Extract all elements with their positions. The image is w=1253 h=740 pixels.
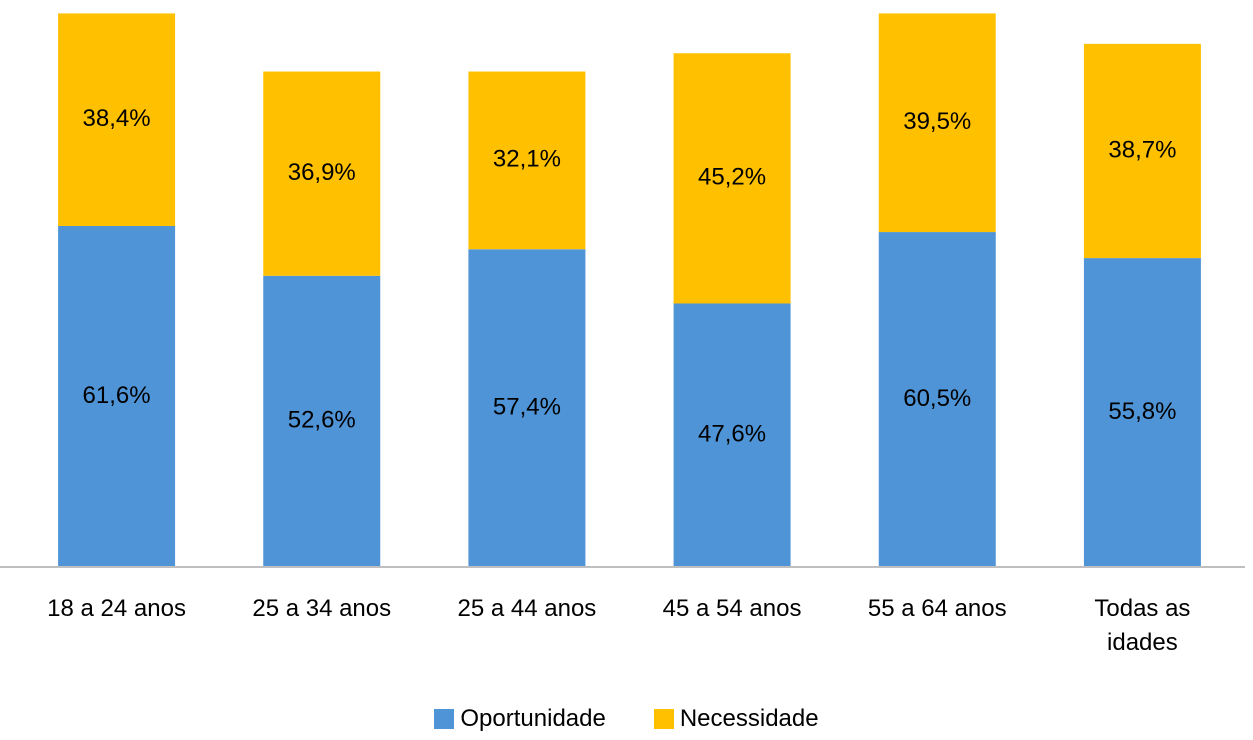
bar-segment (1083, 258, 1201, 567)
x-tick-label: 18 a 24 anos (47, 595, 186, 622)
x-tick-label: 55 a 64 anos (867, 595, 1007, 622)
bar-segment (58, 13, 176, 226)
data-label: 38,4% (83, 105, 151, 132)
bar-segment (263, 275, 381, 567)
legend-swatch (653, 709, 674, 729)
data-label: 55,8% (1108, 398, 1176, 425)
data-label: 47,6% (698, 421, 766, 448)
data-label: 39,5% (903, 108, 971, 135)
bar-segment (263, 71, 381, 276)
bar-segment (1083, 43, 1201, 259)
data-label: 61,6% (83, 382, 151, 409)
bar-segment (673, 53, 791, 304)
data-label: 36,9% (288, 159, 356, 186)
x-tick-label: Todas as idades (1094, 595, 1191, 656)
legend-label: Necessidade (679, 705, 819, 732)
x-tick-label: 25 a 34 anos (252, 595, 392, 622)
legend: Oportunidade Necessidade (0, 705, 1253, 733)
bar-segment (878, 232, 996, 567)
data-label: 32,1% (493, 146, 561, 173)
bar-segment (58, 225, 176, 567)
x-tick-label: 25 a 44 anos (457, 595, 597, 622)
legend-item: Oportunidade (434, 705, 606, 733)
bar-segment (468, 249, 586, 568)
data-label: 45,2% (698, 164, 766, 191)
x-tick-label: 45 a 54 anos (662, 595, 802, 622)
bar-segment (878, 13, 996, 233)
data-label: 52,6% (288, 407, 356, 434)
data-label: 57,4% (493, 393, 561, 420)
legend-label: Oportunidade (460, 705, 606, 732)
legend-swatch (434, 709, 455, 729)
data-label: 38,7% (1108, 136, 1176, 163)
data-label: 60,5% (903, 385, 971, 412)
bar-segment (673, 303, 791, 567)
bar-segment (468, 71, 586, 250)
legend-item: Necessidade (653, 705, 819, 733)
